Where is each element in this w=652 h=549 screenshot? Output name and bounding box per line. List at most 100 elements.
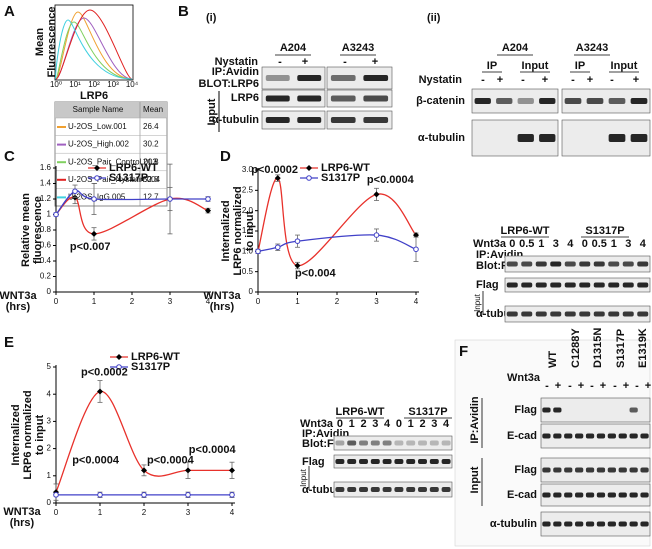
blot-band	[418, 440, 427, 446]
blot-band	[607, 467, 616, 473]
blot-band	[608, 261, 620, 267]
sign-label: -	[613, 380, 617, 392]
row-label: α-tubulin	[212, 114, 259, 126]
blot-band	[474, 98, 491, 104]
histogram-curve	[55, 19, 133, 80]
blot-band	[521, 311, 533, 317]
cell-line-label: A3243	[342, 42, 374, 54]
y-tick-label: 0.5	[242, 267, 254, 276]
time-label: 4	[443, 418, 450, 430]
blot-band	[564, 521, 573, 527]
table-header	[55, 102, 167, 118]
time-label: 0.5	[592, 238, 607, 250]
blot-band	[637, 311, 649, 317]
blot-band	[640, 492, 649, 498]
annotation: p<0.0002	[81, 366, 128, 378]
blot-band	[363, 75, 389, 81]
input-label: Input	[473, 293, 482, 312]
x-axis-label: (hrs)	[210, 301, 235, 313]
x-tick-label: 10¹	[69, 80, 81, 89]
y-tick-label: 1.0	[242, 246, 254, 255]
histogram-frame	[54, 4, 134, 81]
blot-band	[265, 117, 290, 123]
data-point	[185, 467, 191, 474]
x-tick-label: 3	[168, 297, 173, 306]
data-point	[294, 262, 301, 269]
blot-band	[406, 459, 416, 464]
legend-marker	[306, 175, 312, 181]
blot-band	[596, 433, 606, 439]
legend-label: LRP6-WT	[109, 162, 158, 174]
table-cell: U-2OS_Low.001	[68, 122, 127, 131]
y-axis-label: Relative mean	[20, 193, 32, 267]
blot-band	[596, 492, 606, 498]
annotation: p<0.0004	[72, 455, 120, 467]
time-label: 2	[419, 418, 425, 430]
blot-band	[394, 440, 404, 446]
legend-label: S1317P	[321, 172, 360, 184]
row-label: α-tubulin	[418, 132, 465, 144]
blot-band	[542, 433, 551, 439]
x-axis-label: WNT3a	[203, 290, 241, 302]
y-tick-label: 0	[47, 498, 52, 507]
group-label: Input	[469, 466, 481, 493]
panel-label: C	[4, 148, 15, 165]
series-line	[257, 177, 417, 267]
group-label: Input	[522, 60, 549, 72]
blot-band	[441, 487, 451, 492]
group-label: LRP6-WT	[336, 406, 385, 418]
blot-band	[564, 98, 582, 104]
data-point	[274, 244, 281, 251]
y-tick-label: 1	[47, 210, 52, 219]
data-point	[205, 207, 211, 214]
blot-band	[585, 433, 595, 439]
blot-band	[564, 282, 576, 288]
cell-line-label: A204	[502, 42, 529, 54]
time-label: 3	[553, 238, 559, 250]
blot-band	[640, 467, 649, 473]
blot-band	[550, 311, 562, 317]
legend-label: LRP6-WT	[321, 162, 370, 174]
sign-label: -	[521, 74, 525, 86]
blot-band	[579, 311, 591, 317]
y-tick-label: 1.5	[242, 226, 254, 235]
blot-band	[618, 467, 627, 473]
table-cell: U-2OS_High.002	[68, 140, 129, 149]
blot-band	[335, 440, 345, 446]
row-label: E-cad	[507, 489, 537, 501]
blot-band	[496, 98, 513, 104]
blot-band	[593, 282, 605, 288]
data-point	[229, 467, 235, 474]
blot-band	[596, 467, 606, 473]
x-tick-label: 4	[414, 297, 419, 306]
table-cell: U-2OS_Pair_Nystatin.004	[68, 175, 161, 184]
blot-band	[539, 134, 556, 142]
treatment-label: Nystatin	[215, 56, 259, 68]
x-tick-label: 1	[92, 297, 97, 306]
blot-band	[535, 261, 547, 267]
row-label: E-cad	[507, 430, 537, 442]
blot-background	[326, 89, 393, 108]
y-tick-label: 0	[47, 287, 52, 296]
column-label: E1319K	[637, 328, 649, 368]
data-point	[413, 232, 419, 239]
blot-band	[608, 98, 626, 104]
blot-band	[542, 492, 551, 498]
blot-band	[382, 459, 392, 464]
time-label: 0	[509, 238, 515, 250]
blot-band	[265, 95, 290, 102]
blot-band	[629, 492, 638, 498]
group-label: IP	[487, 60, 497, 72]
x-tick-label: 0	[54, 508, 59, 517]
subpanel-label: (ii)	[427, 12, 441, 24]
sign-label: +	[372, 56, 378, 68]
blot-background	[504, 255, 651, 273]
data-point	[205, 196, 211, 202]
sign-label: -	[571, 74, 575, 86]
time-label: 0.5	[519, 238, 534, 250]
data-point	[141, 492, 147, 498]
data-point	[413, 246, 419, 253]
x-axis-label: WNT3a	[0, 290, 38, 302]
blot-band	[630, 134, 648, 142]
column-label: D1315N	[592, 328, 604, 368]
